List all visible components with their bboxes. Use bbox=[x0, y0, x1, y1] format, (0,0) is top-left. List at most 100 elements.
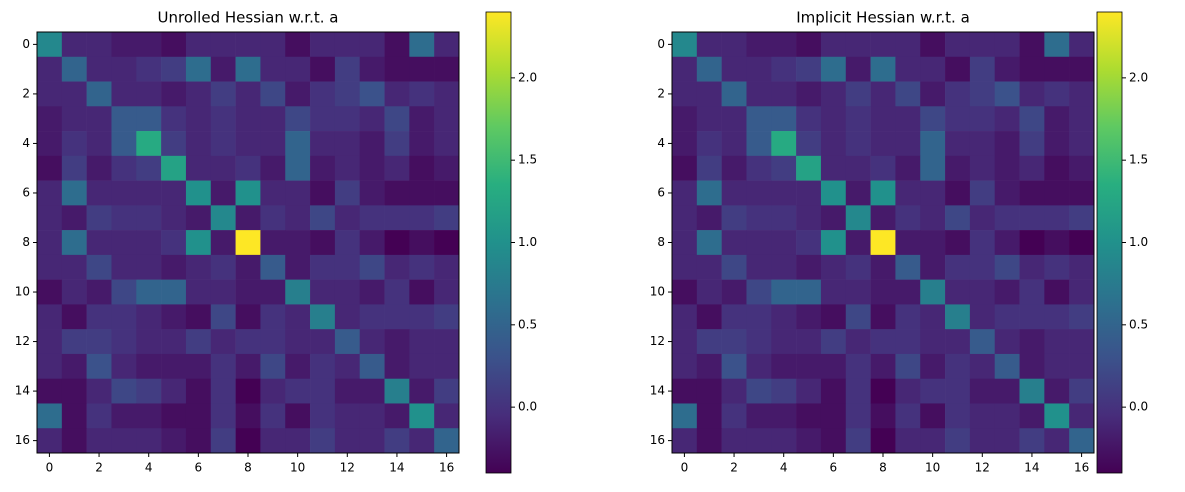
x-tick-label: 6 bbox=[830, 461, 838, 475]
heatmap-cell bbox=[37, 279, 63, 305]
heatmap-cell bbox=[746, 230, 772, 256]
heatmap-cell bbox=[86, 378, 112, 404]
heatmap-cell bbox=[746, 403, 772, 429]
heatmap-cell bbox=[210, 81, 236, 107]
heatmap-cell bbox=[260, 230, 286, 256]
heatmap-cell bbox=[185, 428, 212, 454]
colorbar-tick-label: 1.0 bbox=[1129, 235, 1148, 249]
heatmap-cell bbox=[210, 353, 236, 380]
heatmap-cell bbox=[310, 230, 336, 256]
heatmap-cell bbox=[334, 106, 361, 132]
heatmap-cell bbox=[260, 106, 286, 132]
heatmap-cell bbox=[61, 32, 87, 58]
heatmap-cell bbox=[161, 378, 187, 404]
heatmap-cell bbox=[310, 131, 336, 157]
heatmap-cell bbox=[210, 230, 236, 256]
heatmap-cell bbox=[111, 230, 137, 256]
heatmap-cell bbox=[86, 329, 112, 355]
heatmap-cell bbox=[1044, 56, 1070, 82]
heatmap-cell bbox=[409, 155, 435, 181]
heatmap-cell bbox=[796, 403, 822, 429]
heatmap-cell bbox=[136, 180, 162, 206]
heatmap-cell bbox=[185, 81, 212, 107]
heatmap-cell bbox=[161, 180, 187, 206]
heatmap-cell bbox=[285, 428, 311, 454]
heatmap-cell bbox=[161, 353, 187, 380]
heatmap-cell bbox=[746, 329, 772, 355]
colorbar-tick-label: 0.5 bbox=[518, 317, 537, 331]
heatmap-cell bbox=[1069, 180, 1095, 206]
heatmap-cell bbox=[111, 32, 137, 58]
heatmap-cell bbox=[796, 230, 822, 256]
heatmap-cell bbox=[994, 403, 1020, 429]
heatmap-cell bbox=[1019, 304, 1045, 330]
heatmap-cell bbox=[969, 378, 996, 404]
heatmap-cell bbox=[37, 230, 63, 256]
heatmap-cell bbox=[1019, 131, 1045, 157]
heatmap-cell bbox=[672, 230, 698, 256]
heatmap-cell bbox=[334, 81, 361, 107]
heatmap-cell bbox=[86, 81, 112, 107]
heatmap-cell bbox=[61, 56, 87, 82]
heatmap-cell bbox=[845, 106, 871, 132]
heatmap-cell bbox=[235, 403, 261, 429]
heatmap-cell bbox=[210, 403, 236, 429]
heatmap-cell bbox=[136, 353, 162, 380]
heatmap-cell bbox=[1044, 353, 1070, 380]
heatmap-cell bbox=[260, 155, 286, 181]
heatmap-cell bbox=[771, 403, 797, 429]
heatmap-cell bbox=[136, 378, 162, 404]
heatmap-cell bbox=[285, 353, 311, 380]
heatmap-cell bbox=[1069, 230, 1095, 256]
heatmap-cell bbox=[185, 32, 212, 58]
heatmap-cell bbox=[969, 106, 996, 132]
heatmap-cell bbox=[1044, 106, 1070, 132]
heatmap-cell bbox=[161, 304, 187, 330]
heatmap-cell bbox=[185, 353, 212, 380]
y-tick-label: 10 bbox=[650, 285, 665, 299]
heatmap-cell bbox=[409, 56, 435, 82]
heatmap-cell bbox=[771, 131, 797, 157]
x-tick-label: 2 bbox=[95, 461, 103, 475]
heatmap-cell bbox=[746, 81, 772, 107]
heatmap-cell bbox=[945, 279, 971, 305]
heatmap-cell bbox=[285, 155, 311, 181]
heatmap-cell bbox=[359, 329, 385, 355]
heatmap-cell bbox=[86, 56, 112, 82]
heatmap-cell bbox=[969, 180, 996, 206]
heatmap-cell bbox=[409, 428, 435, 454]
heatmap-cell bbox=[185, 106, 212, 132]
heatmap-cell bbox=[796, 56, 822, 82]
heatmap-cell bbox=[994, 81, 1020, 107]
heatmap-cell bbox=[310, 353, 336, 380]
heatmap-cell bbox=[359, 403, 385, 429]
heatmap-cell bbox=[210, 155, 236, 181]
heatmap-cell bbox=[920, 131, 946, 157]
heatmap-cell bbox=[920, 81, 946, 107]
heatmap-cell bbox=[746, 106, 772, 132]
heatmap-cell bbox=[696, 329, 722, 355]
heatmap-cell bbox=[920, 106, 946, 132]
heatmap-cell bbox=[334, 56, 361, 82]
heatmap-cell bbox=[185, 304, 212, 330]
heatmap-cell bbox=[434, 378, 460, 404]
heatmap-cell bbox=[696, 378, 722, 404]
heatmap-cell bbox=[1069, 81, 1095, 107]
heatmap-cell bbox=[796, 329, 822, 355]
heatmap-cell bbox=[721, 56, 747, 82]
heatmap-cell bbox=[820, 106, 847, 132]
heatmap-cell bbox=[409, 403, 435, 429]
heatmap-cell bbox=[1019, 353, 1045, 380]
y-tick-label: 12 bbox=[650, 334, 665, 348]
heatmap-cell bbox=[61, 106, 87, 132]
heatmap-cell bbox=[920, 180, 946, 206]
heatmap-cell bbox=[771, 180, 797, 206]
heatmap-cell bbox=[161, 279, 187, 305]
heatmap-cell bbox=[672, 378, 698, 404]
heatmap-cell bbox=[37, 56, 63, 82]
heatmap-cell bbox=[111, 81, 137, 107]
heatmap-cell bbox=[210, 106, 236, 132]
heatmap-cell bbox=[136, 428, 162, 454]
heatmap-cell bbox=[409, 131, 435, 157]
heatmap-cell bbox=[870, 329, 896, 355]
